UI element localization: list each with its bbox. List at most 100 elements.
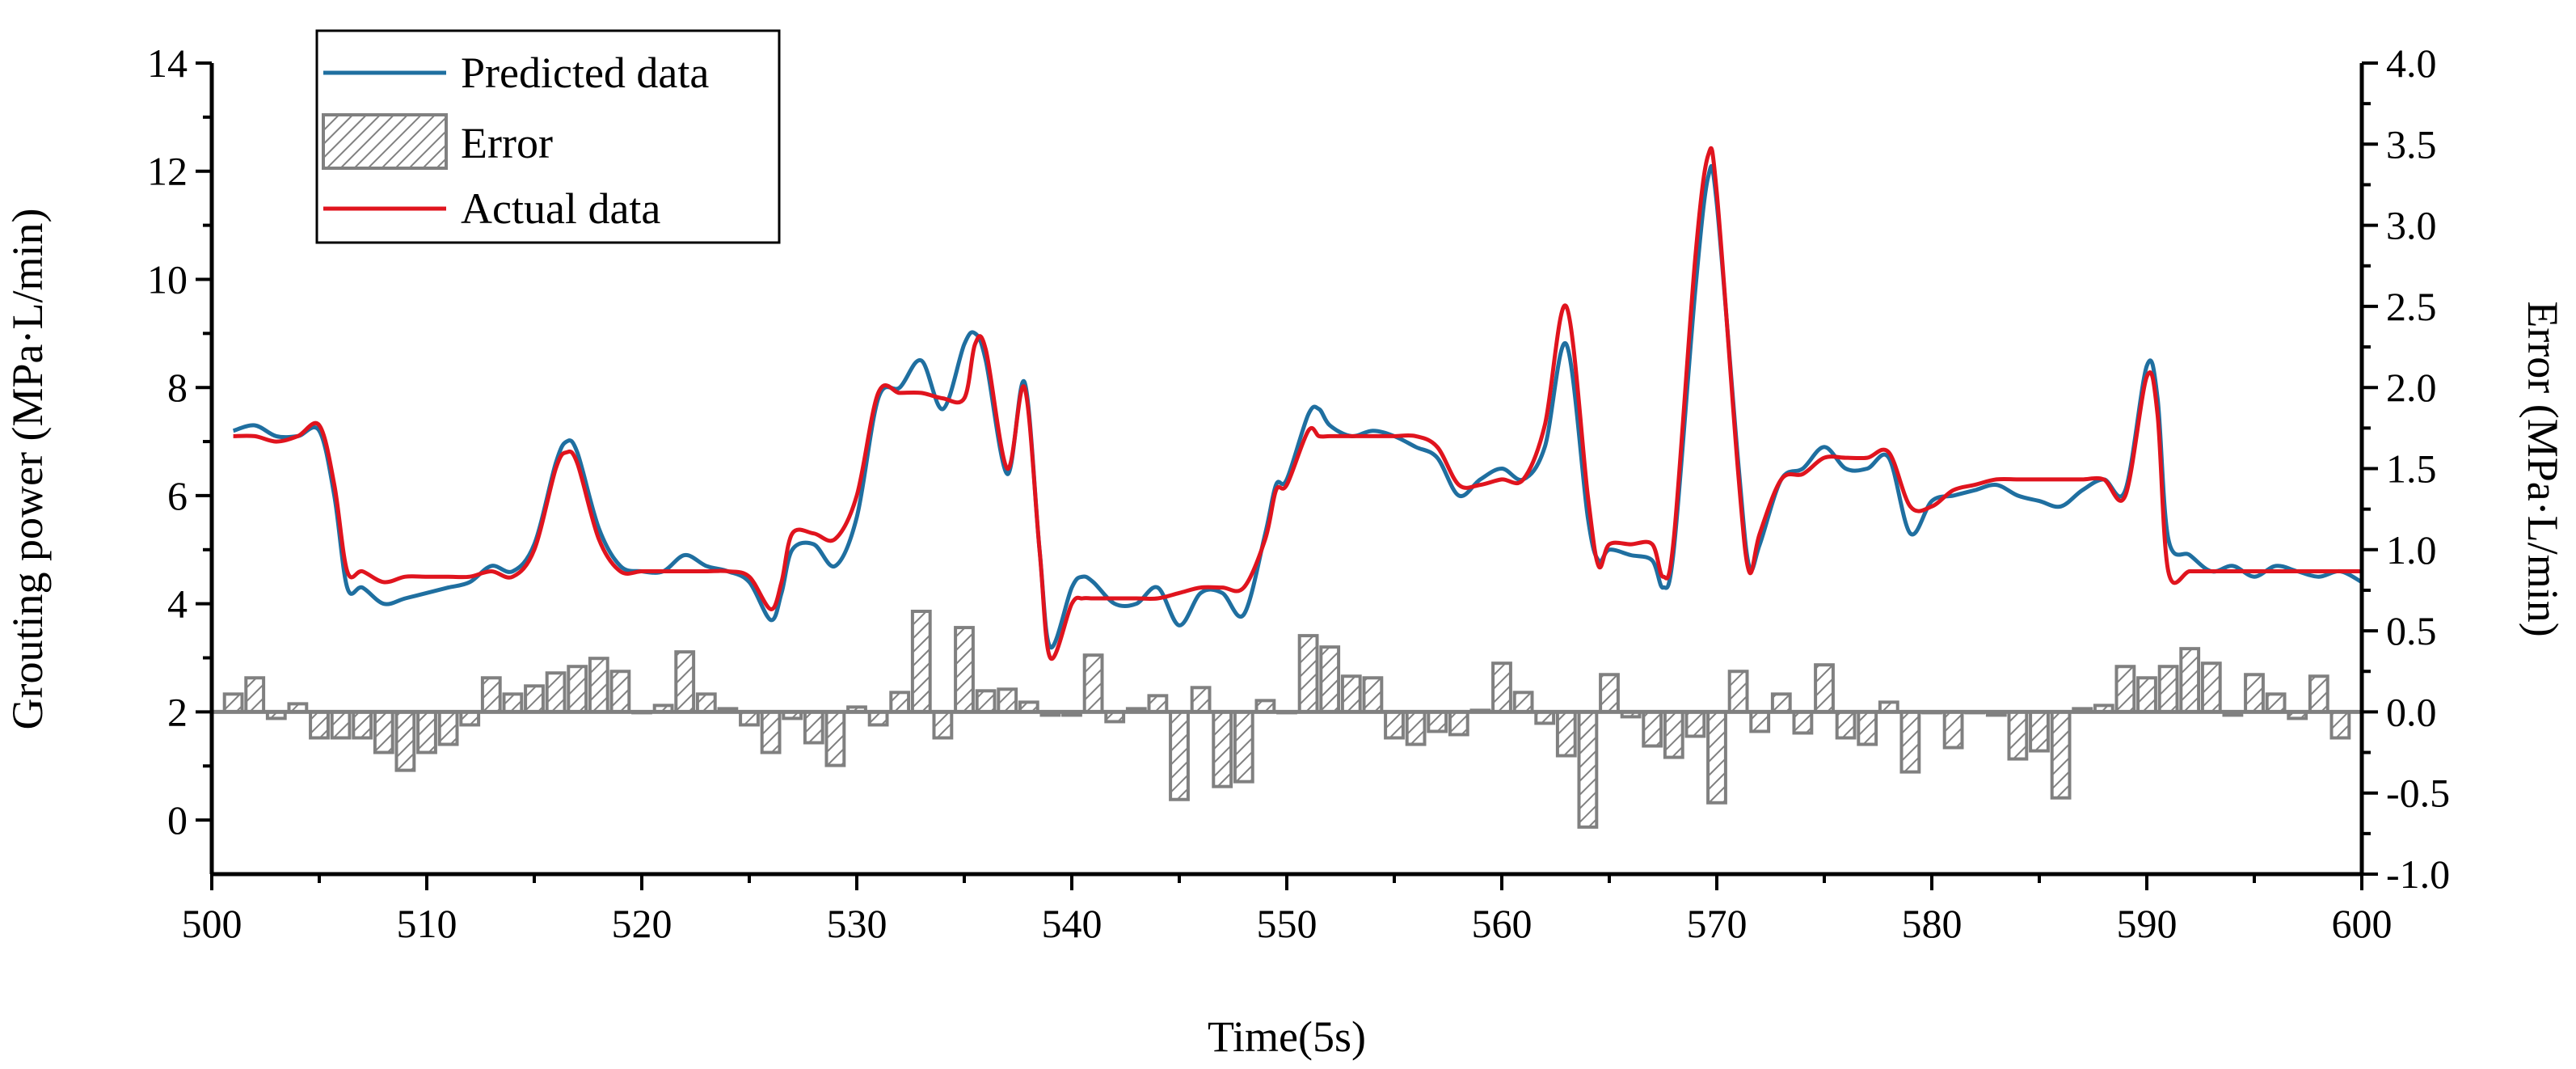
error-bar (309, 710, 330, 740)
error-bar (889, 691, 911, 714)
error-bar (975, 689, 997, 714)
error-bar (1448, 710, 1469, 737)
error-bar (588, 657, 609, 714)
error-bar (954, 626, 975, 714)
x-tick-label: 580 (1902, 901, 1963, 946)
error-bar (1340, 674, 1362, 714)
actual-data-line (233, 146, 2362, 661)
error-bar (352, 710, 373, 740)
error-bar (567, 665, 588, 714)
x-tick-label: 600 (2332, 901, 2393, 946)
y-tick-label: 6 (167, 473, 188, 518)
predicted-data-line (232, 163, 2362, 649)
error-bar (2114, 665, 2136, 714)
error-bar (330, 710, 352, 740)
error-bar (524, 684, 545, 714)
legend-error-label: Error (461, 119, 553, 167)
y-tick-label: 2 (167, 689, 188, 734)
y2-tick-label: 2.0 (2386, 365, 2437, 410)
error-bar (545, 671, 567, 714)
error-bar (1405, 710, 1427, 746)
error-bar (394, 710, 416, 772)
error-bar (2136, 676, 2157, 714)
x-tick-label: 570 (1687, 901, 1748, 946)
error-bar (1190, 686, 1212, 714)
error-bar (1233, 710, 1254, 784)
error-bar (1857, 710, 1878, 746)
error-bar (1599, 673, 1620, 714)
error-bar (416, 710, 437, 754)
error-bar (1147, 694, 1169, 714)
error-bar (437, 710, 459, 746)
y-tick-label: 8 (167, 365, 188, 410)
error-bar (1512, 691, 1534, 714)
error-bar (2200, 661, 2222, 714)
error-bar (1727, 670, 1749, 714)
error-bar (674, 650, 696, 714)
error-bar (1297, 634, 1319, 714)
error-bar (2050, 710, 2072, 800)
error-bar (373, 710, 394, 754)
y-tick-label: 4 (167, 581, 188, 627)
legend-actual-label: Actual data (461, 184, 660, 233)
x-axis-title: Time(5s) (1208, 1012, 1366, 1061)
y2-tick-label: 3.5 (2386, 121, 2437, 167)
y2-tick-label: 1.0 (2386, 527, 2437, 573)
y-tick-label: 14 (147, 40, 188, 86)
y2-tick-label: 1.5 (2386, 446, 2437, 492)
error-bar (244, 676, 266, 714)
x-tick-label: 520 (612, 901, 672, 946)
error-bar (2007, 710, 2029, 761)
y2-tick-label: 2.5 (2386, 284, 2437, 329)
error-bar (1384, 710, 1405, 740)
error-bar (1770, 692, 1792, 714)
y-tick-label: 10 (147, 256, 188, 302)
error-bar (480, 676, 502, 714)
y2-tick-label: -0.5 (2386, 771, 2450, 816)
error-bar (1212, 710, 1233, 788)
error-bar (997, 687, 1018, 714)
error-bar (824, 710, 846, 767)
error-bar (502, 692, 524, 714)
error-bar (695, 692, 717, 714)
error-bar (1319, 645, 1341, 714)
error-bar (1082, 653, 1104, 714)
error-bar (1835, 710, 1857, 740)
error-bar (1814, 663, 1835, 714)
error-bar (2329, 710, 2351, 740)
legend: Predicted data Error Actual data (315, 29, 781, 244)
x-tick-label: 590 (2117, 901, 2178, 946)
error-bar (2157, 665, 2179, 714)
y2-tick-label: 0.0 (2386, 689, 2437, 734)
y2-tick-label: -1.0 (2386, 851, 2450, 897)
error-bar (1942, 710, 1964, 750)
error-bar (1555, 710, 1577, 758)
error-bar (1899, 710, 1921, 774)
y2-tick-label: 0.5 (2386, 608, 2437, 653)
x-tick-label: 500 (182, 901, 242, 946)
x-axis-ticks: 500 510 520 530 540 550 560 570 580 590 600 (182, 874, 2393, 946)
left-y-axis-ticks: 0 2 4 6 8 10 12 14 (147, 40, 212, 843)
error-bar (1792, 710, 1814, 735)
error-bar (803, 710, 824, 745)
left-y-axis-title: Grouting power (MPa·L/min) (3, 209, 52, 730)
error-bar (1706, 710, 1727, 805)
error-bar (1684, 710, 1706, 738)
error-bar (1749, 710, 1771, 733)
error-bar (910, 610, 932, 714)
error-bar (1491, 661, 1512, 714)
error-bar (2308, 674, 2329, 714)
y-tick-label: 12 (147, 149, 188, 194)
error-bar (932, 710, 954, 740)
error-bar (609, 670, 631, 714)
x-tick-label: 550 (1257, 901, 1318, 946)
error-bar (2179, 647, 2201, 714)
series-line-group (232, 146, 2362, 661)
error-bar (1169, 710, 1190, 801)
x-tick-label: 540 (1042, 901, 1102, 946)
legend-error-swatch (322, 113, 448, 170)
error-bar (1663, 710, 1684, 759)
error-bar (1577, 710, 1599, 829)
y-tick-label: 0 (167, 797, 188, 843)
error-bar (2265, 692, 2287, 714)
